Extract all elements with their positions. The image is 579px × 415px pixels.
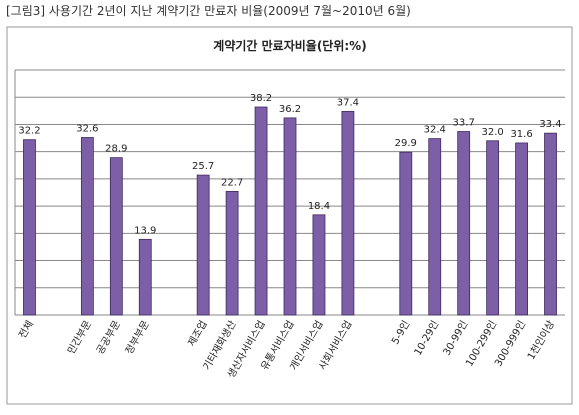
value-label: 37.4 [337,97,359,108]
bar [196,174,210,316]
bar [341,110,355,316]
value-label: 33.4 [539,119,561,130]
bar [225,191,239,316]
value-label: 33.7 [453,118,475,129]
bar [515,142,528,316]
bar [486,140,500,316]
value-label: 32.4 [424,125,446,136]
bar [80,137,94,316]
bar [283,117,297,316]
bar [138,238,152,316]
value-label: 32.0 [481,127,503,138]
bar [544,132,557,316]
bar [428,138,442,316]
bar [254,106,268,316]
value-label: 28.9 [105,144,127,155]
chart-title: 계약기간 만료자비율(단위:%) [213,38,366,53]
bar [312,214,326,316]
value-label: 29.9 [395,138,417,149]
value-label: 22.7 [221,177,243,188]
value-label: 36.2 [279,104,301,115]
figure-caption: [그림3] 사용기간 2년이 지난 계약기간 만료자 비율(2009년 7월~2… [6,3,411,18]
value-label: 13.9 [134,225,156,236]
value-label: 18.4 [308,201,330,212]
bar [399,151,413,316]
value-label: 32.6 [76,124,98,135]
value-label: 31.6 [510,129,532,140]
bar [23,139,36,316]
bar [457,131,471,316]
value-label: 38.2 [250,93,272,104]
value-label: 25.7 [192,161,214,172]
bar [109,157,123,316]
value-label: 32.2 [18,126,40,137]
